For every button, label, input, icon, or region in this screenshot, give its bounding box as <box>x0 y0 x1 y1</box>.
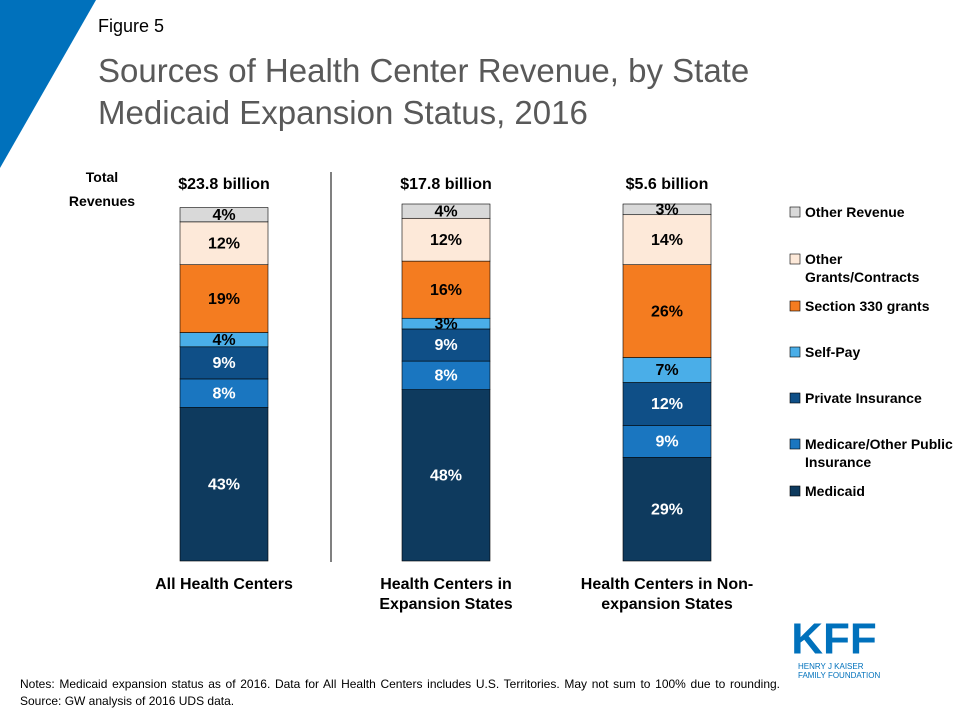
x-tick-label: All Health Centers <box>155 576 293 593</box>
bar-segment <box>622 203 712 216</box>
data-label: 12% <box>208 235 240 252</box>
legend-label: Section 330 grants <box>805 298 930 314</box>
legend-swatch <box>789 346 801 358</box>
data-label: 8% <box>434 368 457 385</box>
bar-segment <box>622 264 712 358</box>
logo-mark: KFF <box>791 615 877 664</box>
bar-segment <box>401 328 491 362</box>
data-label: 9% <box>212 355 235 372</box>
legend-label: Medicare/Other Public Insurance <box>805 436 953 470</box>
data-label: 26% <box>651 303 683 320</box>
bar-segment <box>622 425 712 458</box>
total-value: $23.8 billion <box>178 176 270 193</box>
data-label: 7% <box>655 362 678 379</box>
data-label: 29% <box>651 501 683 518</box>
x-tick-label: Health Centers in Non-expansion States <box>580 576 754 613</box>
data-label: 8% <box>212 385 235 402</box>
bar-segment <box>401 360 491 390</box>
data-label: 4% <box>434 203 457 220</box>
x-tick-label: Health Centers in Expansion States <box>379 576 513 613</box>
bar-segment <box>179 407 269 562</box>
data-label: 3% <box>655 202 678 219</box>
total-value: $5.6 billion <box>626 176 709 193</box>
data-label: 14% <box>651 232 683 249</box>
data-label: 43% <box>208 476 240 493</box>
bar-segment <box>401 217 491 262</box>
legend-swatch <box>789 438 801 450</box>
data-label: 16% <box>430 282 462 299</box>
bar-segment <box>622 214 712 265</box>
legend-label: Other Grants/Contracts <box>805 251 920 285</box>
figure-label: Figure 5 <box>98 16 165 36</box>
data-label: 9% <box>655 434 678 451</box>
legend-label: Private Insurance <box>805 390 922 406</box>
notes: Notes: Medicaid expansion status as of 2… <box>20 677 780 708</box>
legend-swatch <box>789 485 801 497</box>
logo-line: FAMILY FOUNDATION <box>798 671 880 680</box>
data-label: 12% <box>430 232 462 249</box>
legend-swatch <box>789 253 801 265</box>
bar-segment <box>179 221 269 265</box>
data-label: 19% <box>208 291 240 308</box>
bar-segment <box>401 260 491 319</box>
bar-segment <box>401 389 491 562</box>
legend-swatch <box>789 206 801 218</box>
legend-swatch <box>789 392 801 404</box>
data-label: 4% <box>212 332 235 349</box>
chart-title: Sources of Health Center Revenue, by Sta… <box>98 52 750 131</box>
legend-swatch <box>789 300 801 312</box>
logo-line: HENRY J KAISER <box>798 662 864 671</box>
data-label: 3% <box>434 316 457 333</box>
bar-segment <box>401 203 491 219</box>
legend-label: Other Revenue <box>805 204 905 220</box>
total-value: $17.8 billion <box>400 176 492 193</box>
data-label: 48% <box>430 468 462 485</box>
bar-segment <box>179 378 269 408</box>
total-label: Total Revenues <box>68 169 136 209</box>
bar-segment <box>622 382 712 426</box>
legend-label: Self-Pay <box>805 344 861 360</box>
legend-label: Medicaid <box>805 483 865 499</box>
data-label: 12% <box>651 396 683 413</box>
bar-segment <box>622 357 712 383</box>
data-label: 9% <box>434 337 457 354</box>
corner-decoration <box>0 0 96 168</box>
bar-segment <box>179 264 269 333</box>
data-label: 4% <box>212 207 235 224</box>
bar-segment <box>622 457 712 562</box>
bar-segment <box>179 207 269 223</box>
